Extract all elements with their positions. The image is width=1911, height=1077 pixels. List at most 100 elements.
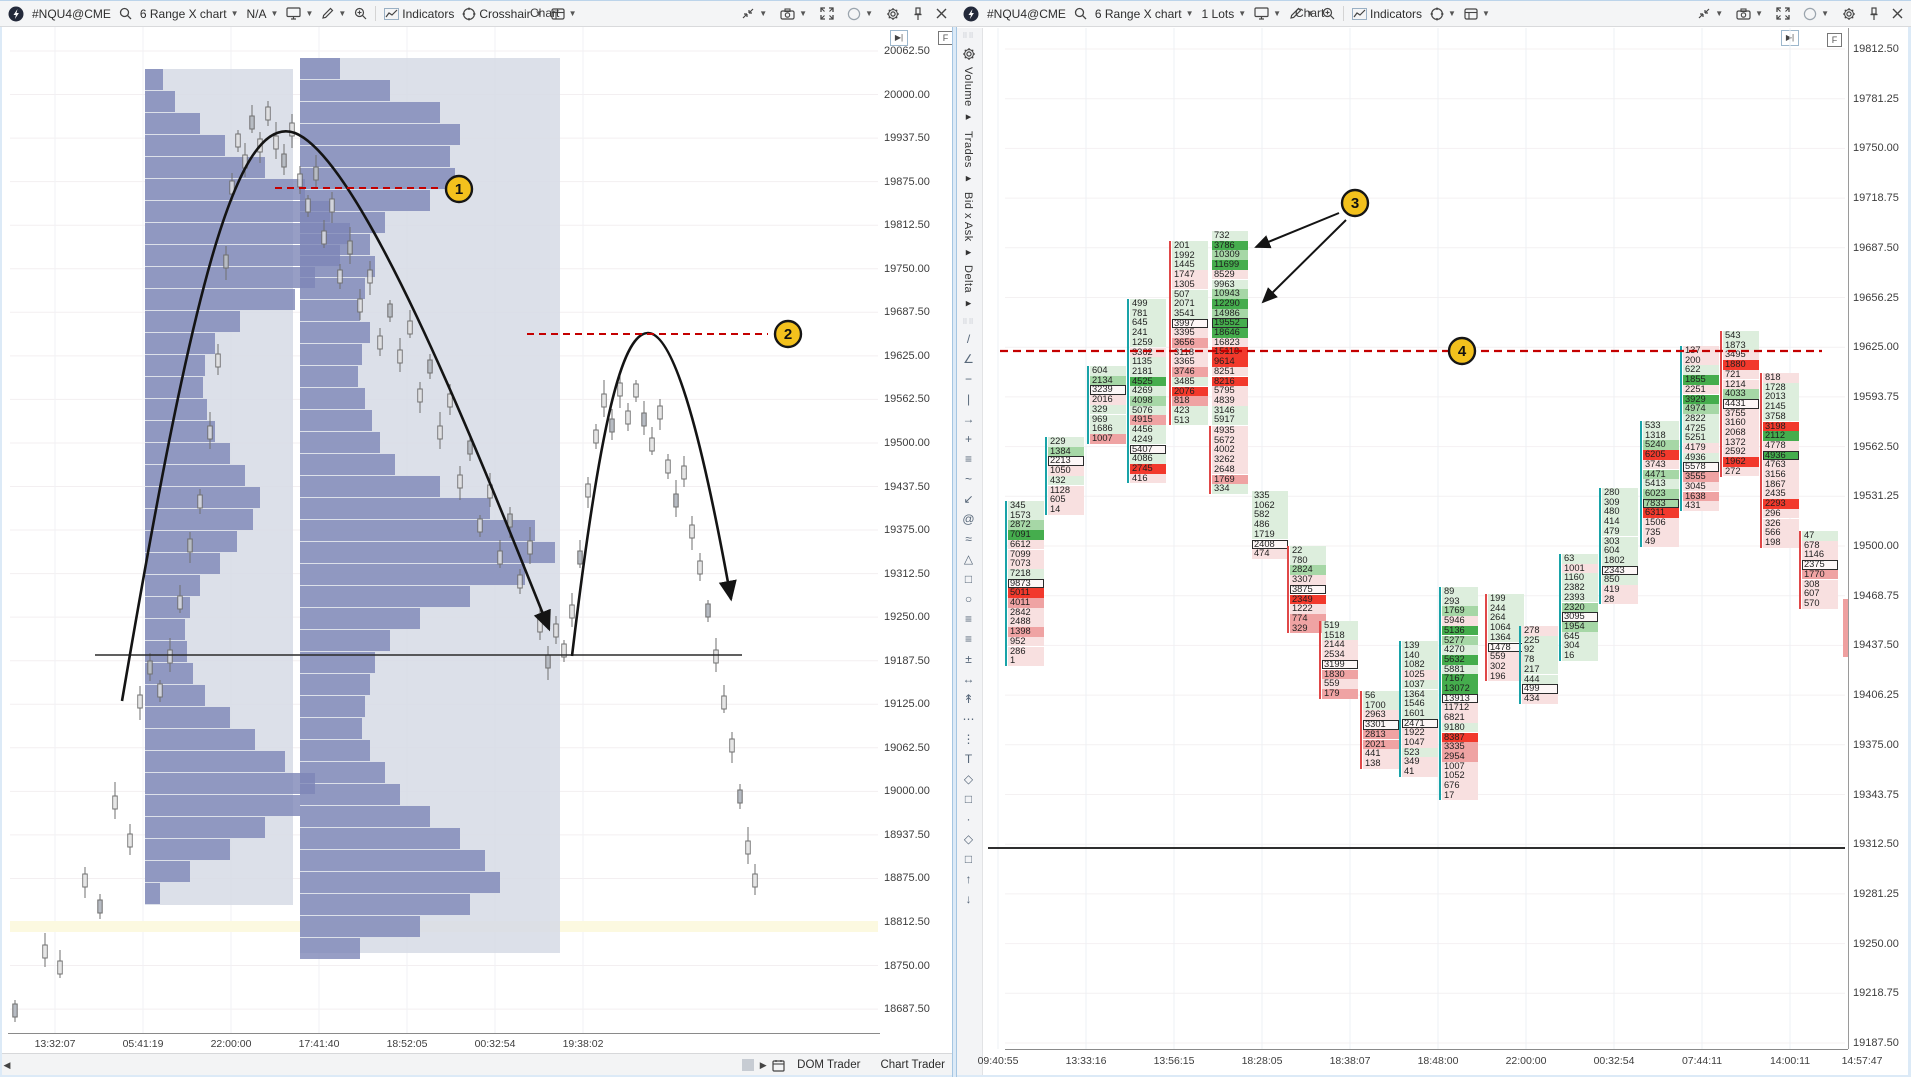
left-symbol-label[interactable]: #NQU4@CME <box>32 6 111 21</box>
drawing-tool-20[interactable]: ⋮ <box>962 731 975 746</box>
right-crosshair-button[interactable]: ▼ <box>1428 6 1458 22</box>
drawing-tool-26[interactable]: □ <box>964 851 973 866</box>
right-timer-button[interactable]: ▼ <box>1801 6 1831 22</box>
drawing-tool-21[interactable]: T <box>964 751 973 766</box>
drawing-tool-0[interactable]: / <box>966 331 971 346</box>
left-pin-button[interactable] <box>911 6 925 22</box>
drawing-tool-13[interactable]: ○ <box>964 591 973 606</box>
drawing-tool-5[interactable]: + <box>964 431 972 446</box>
calendar-button[interactable] <box>770 1058 787 1073</box>
footprint-cell: 1962 <box>1723 457 1759 467</box>
right-display-settings-button[interactable]: ▼ <box>1252 6 1283 21</box>
sidebar-item-trades[interactable]: Trades ▸ <box>962 130 974 185</box>
tab-dom-trader[interactable]: DOM Trader <box>797 1059 861 1071</box>
footprint-cell: 2824 <box>1290 565 1326 576</box>
right-pin-button[interactable] <box>1867 6 1881 22</box>
sidebar-item-delta[interactable]: Delta ▸ <box>962 265 974 311</box>
scroll-left-button[interactable]: ◀ <box>3 1060 11 1070</box>
right-close-button[interactable] <box>1890 7 1905 20</box>
drawing-tool-6[interactable]: ≡ <box>964 451 972 466</box>
right-indicators-button[interactable]: Indicators <box>1350 6 1424 22</box>
right-panel-layout-button[interactable]: ▼ <box>1462 7 1492 21</box>
tab-chart-trader[interactable]: Chart Trader <box>880 1059 945 1071</box>
left-settings-button[interactable] <box>884 6 902 22</box>
drawing-tool-22[interactable]: ◇ <box>963 771 974 786</box>
drawing-tool-3[interactable]: | <box>966 391 971 406</box>
bar-edge-down <box>1799 531 1801 609</box>
drawing-tool-16[interactable]: ± <box>965 651 972 666</box>
drawing-tool-2[interactable]: − <box>964 371 972 386</box>
annotation-circle-1[interactable]: 1 <box>444 174 474 204</box>
left-panel-layout-button[interactable]: ▼ <box>549 7 579 21</box>
drawing-tool-4[interactable]: → <box>962 411 975 426</box>
left-snapshot-button[interactable]: ▼ <box>778 7 809 21</box>
bar-edge-down <box>1209 426 1211 494</box>
drawing-tool-10[interactable]: ≈ <box>965 531 972 546</box>
right-zoom-button[interactable] <box>1320 6 1337 21</box>
right-draw-tool-button[interactable]: ▼ <box>1287 6 1316 21</box>
left-price-tick: 19500.00 <box>884 436 930 449</box>
window-border <box>953 27 956 1077</box>
footprint-cell: 5136 <box>1442 625 1478 636</box>
drawing-tool-19[interactable]: ⋯ <box>962 711 975 726</box>
right-restore-button[interactable]: ▼ <box>1695 6 1725 21</box>
right-symbol-label[interactable]: #NQU4@CME <box>987 6 1066 21</box>
right-range-selector[interactable]: 6 Range X chart ▼ <box>1094 6 1194 21</box>
drawing-tool-28[interactable]: ↓ <box>965 891 972 906</box>
footprint-cell-poc: 3997 <box>1172 318 1208 329</box>
left-zoom-button[interactable] <box>352 6 369 21</box>
right-chart-canvas[interactable] <box>955 28 1848 1050</box>
left-restore-button[interactable]: ▼ <box>739 6 769 21</box>
right-logo[interactable] <box>961 5 981 23</box>
left-quantity-selector[interactable]: N/A ▼ <box>246 6 279 21</box>
footprint-cell: 1686 <box>1090 424 1126 434</box>
left-f-marker: F <box>938 31 953 45</box>
drawing-tool-24[interactable]: · <box>966 811 971 826</box>
footprint-cell: 6821 <box>1442 713 1478 723</box>
left-logo[interactable] <box>6 5 26 23</box>
left-display-settings-button[interactable]: ▼ <box>284 6 315 21</box>
scroll-right-button[interactable]: ▶ <box>759 1060 767 1070</box>
drawing-tool-12[interactable]: □ <box>964 571 973 586</box>
left-chart-canvas[interactable]: 12 <box>0 27 880 1033</box>
left-timer-button[interactable]: ▼ <box>845 6 875 22</box>
left-crosshair-button[interactable]: Crosshair ▼ <box>460 6 544 22</box>
right-symbol-search-button[interactable] <box>1072 6 1089 21</box>
drawing-tool-11[interactable]: △ <box>963 551 974 566</box>
sidebar-gear-button[interactable] <box>962 47 976 60</box>
drawing-tool-25[interactable]: ◇ <box>963 831 974 846</box>
left-indicators-button[interactable]: Indicators <box>382 6 456 22</box>
drawing-tool-14[interactable]: ≡ <box>964 611 972 626</box>
footprint-cell: 3307 <box>1290 575 1326 585</box>
drawing-tool-17[interactable]: ↔ <box>962 671 975 686</box>
right-snapshot-button[interactable]: ▼ <box>1734 7 1765 21</box>
drawing-tool-8[interactable]: ↙ <box>963 491 974 506</box>
drawing-tool-15[interactable]: ≡ <box>964 631 972 646</box>
left-price-tick: 20000.00 <box>884 88 930 101</box>
drawing-tool-9[interactable]: @ <box>962 511 975 526</box>
left-draw-tool-button[interactable]: ▼ <box>319 6 348 21</box>
footprint-cell: 441 <box>1363 749 1399 759</box>
left-range-selector[interactable]: 6 Range X chart ▼ <box>139 6 239 21</box>
drawing-tool-18[interactable]: ↟ <box>963 691 974 706</box>
drawing-tool-27[interactable]: ↑ <box>965 871 972 886</box>
right-fullscreen-button[interactable] <box>1774 6 1792 21</box>
sidebar-item-bid-x-ask[interactable]: Bid x Ask ▸ <box>962 191 974 259</box>
drawing-tool-23[interactable]: □ <box>964 791 973 806</box>
footprint-cell-poc: 3199 <box>1322 659 1358 670</box>
drawing-tool-1[interactable]: ∠ <box>963 351 974 366</box>
footprint-cell: 47 <box>1802 531 1838 541</box>
sidebar-item-volume[interactable]: Volume ▸ <box>962 67 974 124</box>
footprint-cell: 432 <box>1048 475 1084 486</box>
footprint-cell: 5946 <box>1442 616 1478 626</box>
left-symbol-search-button[interactable] <box>117 6 134 21</box>
left-jump-to-end-button[interactable]: ▶| <box>890 30 908 46</box>
right-quantity-selector[interactable]: 1 Lots ▼ <box>1201 6 1247 21</box>
annotation-circle-2[interactable]: 2 <box>773 319 803 349</box>
left-fullscreen-button[interactable] <box>818 6 836 21</box>
right-settings-button[interactable] <box>1840 6 1858 22</box>
bar-edge-up <box>1127 299 1129 484</box>
left-close-button[interactable] <box>934 7 949 20</box>
restore-button-icon <box>1697 7 1711 20</box>
drawing-tool-7[interactable]: ~ <box>964 471 972 486</box>
